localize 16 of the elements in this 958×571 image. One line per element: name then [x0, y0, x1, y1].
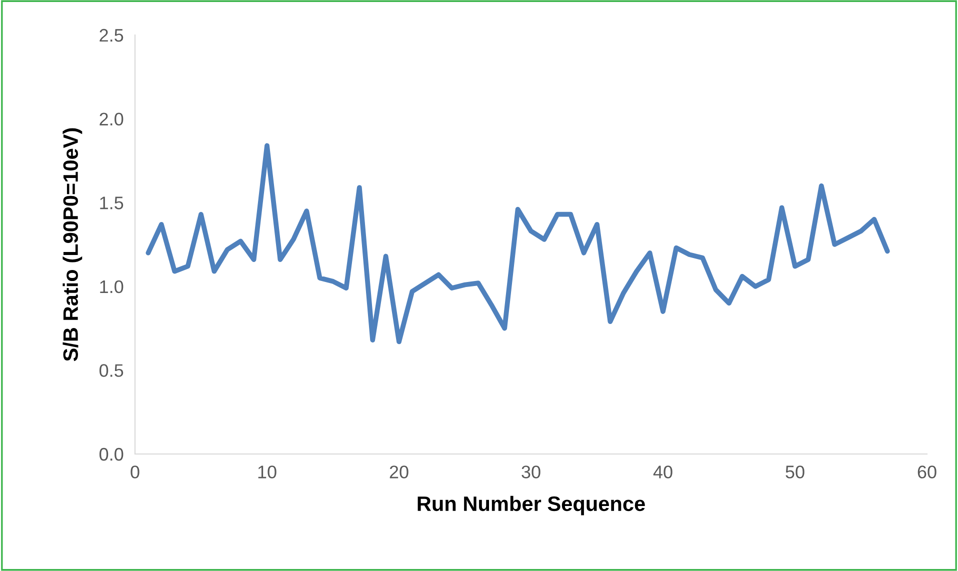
x-tick-label: 40: [653, 466, 672, 478]
y-tick-label: 2.5: [100, 28, 124, 42]
y-tick-label: 0.5: [99, 364, 124, 377]
x-tick-label: 0: [130, 466, 140, 478]
y-tick-label: 2.0: [100, 112, 124, 126]
y-tick-label: 1.0: [100, 280, 124, 294]
y-axis-title: S/B Ratio (L90P0=10eV): [62, 128, 82, 362]
x-tick-label: 50: [786, 466, 804, 478]
x-tick-label: 20: [390, 466, 408, 478]
x-tick-label: 60: [918, 466, 936, 478]
y-tick-label: 0.0: [99, 448, 124, 461]
x-tick-label: 30: [522, 466, 540, 478]
y-tick-label: 1.5: [100, 196, 124, 210]
line-series: [146, 143, 890, 344]
x-tick-label: 10: [258, 466, 276, 478]
x-axis-title: Run Number Sequence: [418, 496, 645, 516]
